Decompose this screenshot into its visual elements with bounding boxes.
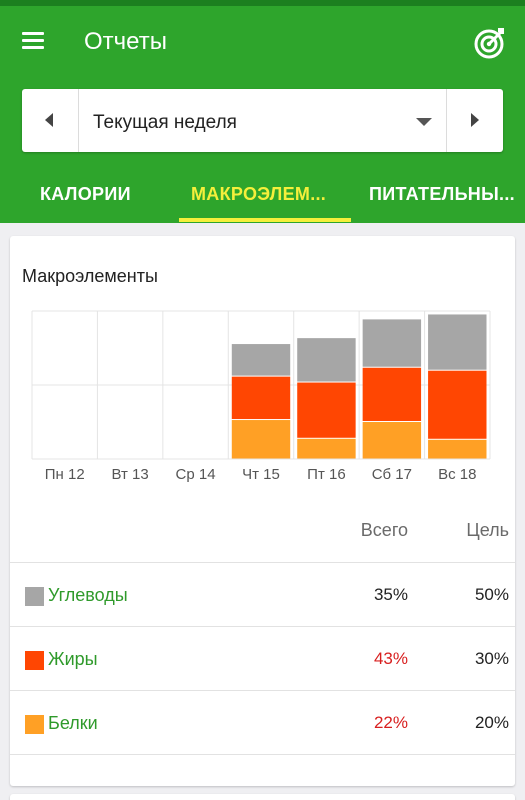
macro-label: Углеводы [48, 585, 128, 605]
bar-segment [297, 438, 356, 459]
previous-week-button[interactable] [22, 89, 79, 152]
bar-segment [362, 319, 422, 367]
macros-chart: Пн 12 Вт 13 Ср 14 Чт 15 Пт 16 Сб 17 Вс 18 [31, 310, 491, 483]
x-tick-label: Пт 16 [307, 466, 346, 483]
macro-label: Белки [48, 713, 98, 733]
column-header-goal: Цель [466, 520, 509, 540]
protein-swatch [25, 715, 44, 734]
active-tab-indicator [179, 218, 351, 222]
bar-segment [428, 370, 487, 439]
macro-total: 35% [373, 585, 408, 604]
macro-goal: 50% [474, 585, 509, 604]
bar-segment [231, 344, 291, 376]
x-tick-label: Пн 12 [45, 466, 85, 483]
macro-row-carbs[interactable]: Углеводы 35% 50% [10, 562, 515, 626]
x-tick-label: Ср 14 [176, 466, 216, 483]
next-week-button[interactable] [446, 89, 503, 152]
macro-row-protein[interactable]: Белки 22% 20% [10, 690, 515, 754]
macro-goal: 20% [474, 713, 509, 732]
arrow-right-icon [471, 113, 479, 127]
page-title: Отчеты [84, 28, 167, 55]
carbs-swatch [25, 587, 44, 606]
bar-segment [231, 376, 291, 420]
bar-segment [231, 420, 291, 459]
tab-nutrients[interactable]: ПИТАТЕЛЬНЫ... [369, 184, 515, 204]
bar-segment [297, 382, 356, 438]
week-dropdown-value: Текущая неделя [93, 112, 237, 133]
column-header-total: Всего [360, 520, 408, 540]
bar-segment [428, 439, 487, 459]
x-tick-label: Чт 15 [242, 466, 280, 483]
divider [10, 754, 515, 755]
macro-total: 22% [373, 713, 408, 732]
macros-card: Макроэлементы Пн 12 Вт 13 Ср 14 Чт 15 Пт 16 С… [10, 236, 515, 786]
bar-segment [362, 367, 422, 422]
tab-calories[interactable]: КАЛОРИИ [40, 184, 131, 204]
week-selector: Текущая неделя [22, 89, 503, 152]
week-dropdown[interactable]: Текущая неделя [79, 89, 446, 152]
tab-macros[interactable]: МАКРОЭЛЕМ... [191, 184, 327, 204]
arrow-left-icon [45, 113, 53, 127]
bar-segment [428, 314, 487, 370]
fat-swatch [25, 651, 44, 670]
macro-row-fat[interactable]: Жиры 43% 30% [10, 626, 515, 690]
menu-icon[interactable] [18, 28, 52, 58]
macro-total: 43% [373, 649, 408, 668]
card-title: Макроэлементы [22, 266, 158, 286]
bar-segment [362, 422, 422, 459]
app-bar: Отчеты [0, 6, 525, 80]
macro-label: Жиры [48, 649, 98, 669]
macro-goal: 30% [474, 649, 509, 668]
target-icon[interactable] [470, 24, 508, 62]
tab-bar: КАЛОРИИ МАКРОЭЛЕМ... ПИТАТЕЛЬНЫ... [0, 168, 525, 223]
status-bar [0, 0, 525, 6]
next-card [10, 794, 515, 800]
x-tick-label: Вс 18 [438, 466, 476, 483]
caret-down-icon [416, 118, 432, 126]
bar-segment [297, 338, 356, 382]
x-tick-label: Сб 17 [372, 466, 412, 483]
x-tick-label: Вт 13 [112, 466, 149, 483]
